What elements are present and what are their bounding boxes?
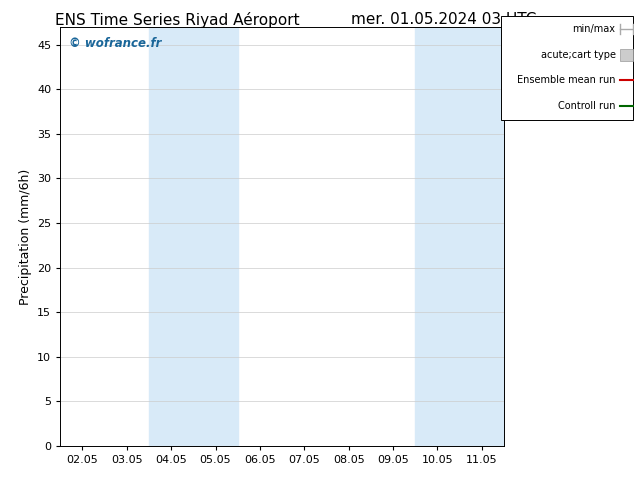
Bar	[149, 27, 238, 446]
Bar	[415, 27, 504, 446]
Text: ENS Time Series Riyad Aéroport: ENS Time Series Riyad Aéroport	[55, 12, 300, 28]
Text: min/max: min/max	[573, 24, 616, 34]
Text: Ensemble mean run: Ensemble mean run	[517, 75, 616, 85]
Text: © wofrance.fr: © wofrance.fr	[69, 37, 162, 50]
Text: acute;cart type: acute;cart type	[541, 50, 616, 60]
Text: mer. 01.05.2024 03 UTC: mer. 01.05.2024 03 UTC	[351, 12, 536, 27]
Y-axis label: Precipitation (mm/6h): Precipitation (mm/6h)	[18, 168, 32, 305]
Text: Controll run: Controll run	[558, 101, 616, 111]
